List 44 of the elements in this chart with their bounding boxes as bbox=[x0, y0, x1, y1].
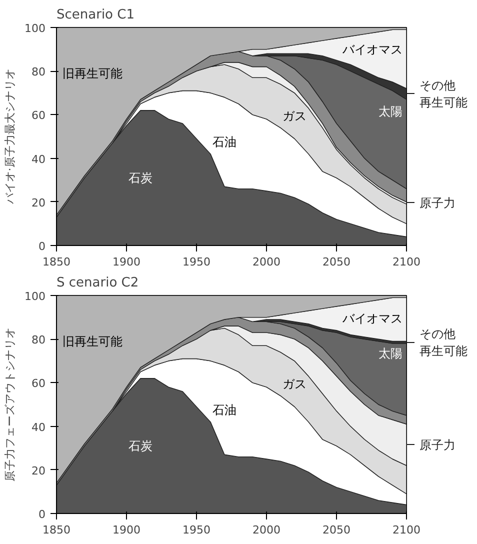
legend-label: 原子力 bbox=[420, 438, 456, 452]
chart-title: Scenario C1 bbox=[56, 8, 134, 22]
series-label: 旧再生可能 bbox=[62, 334, 122, 348]
y-tick-label: 0 bbox=[38, 508, 46, 521]
x-tick-label: 2050 bbox=[322, 256, 351, 268]
series-label: 太陽 bbox=[378, 104, 402, 118]
series-label: ガス bbox=[282, 376, 306, 391]
series-label: 石油 bbox=[212, 402, 236, 417]
legend-label: その他再生可能 bbox=[420, 78, 468, 110]
y-tick-label: 60 bbox=[32, 377, 46, 390]
y-tick-label: 80 bbox=[32, 66, 46, 79]
y-tick-label: 80 bbox=[32, 334, 46, 347]
x-tick-label: 2100 bbox=[392, 524, 421, 536]
x-tick-label: 2000 bbox=[252, 256, 281, 268]
x-tick-label: 1900 bbox=[112, 524, 141, 536]
x-tick-label: 2100 bbox=[392, 256, 421, 268]
y-tick-label: 0 bbox=[38, 240, 46, 253]
series-label: バイオマス bbox=[342, 42, 402, 56]
x-tick-label: 2050 bbox=[322, 524, 351, 536]
series-label: ガス bbox=[282, 108, 306, 123]
y-tick-label: 100 bbox=[24, 22, 46, 35]
series-label: 石炭 bbox=[128, 170, 152, 185]
series-label: 旧再生可能 bbox=[62, 66, 122, 80]
y-tick-label: 20 bbox=[32, 196, 46, 210]
y-tick-label: 40 bbox=[32, 152, 46, 166]
x-tick-label: 1950 bbox=[182, 524, 211, 536]
x-tick-label: 1850 bbox=[42, 256, 71, 268]
series-label: 石油 bbox=[212, 134, 236, 149]
y-tick-label: 40 bbox=[32, 420, 46, 434]
y-tick-label: 20 bbox=[32, 464, 46, 478]
legend-label: 原子力 bbox=[420, 196, 456, 210]
series-label: バイオマス bbox=[342, 311, 402, 326]
y-axis-title: バイオ·原子力最大シナリオ bbox=[4, 68, 17, 206]
y-tick-label: 60 bbox=[32, 109, 46, 122]
x-tick-label: 1950 bbox=[182, 256, 211, 268]
y-axis-title: 原子力フェーズアウトシナリオ bbox=[4, 328, 17, 482]
series-label: 太陽 bbox=[378, 346, 402, 360]
series-label: 石炭 bbox=[128, 438, 152, 453]
x-tick-label: 1850 bbox=[42, 524, 71, 536]
chart-title: S cenario C2 bbox=[56, 276, 139, 290]
x-tick-label: 2000 bbox=[252, 524, 281, 536]
x-tick-label: 1900 bbox=[112, 256, 141, 268]
y-tick-label: 100 bbox=[24, 290, 46, 303]
legend-label: その他再生可能 bbox=[420, 326, 468, 358]
